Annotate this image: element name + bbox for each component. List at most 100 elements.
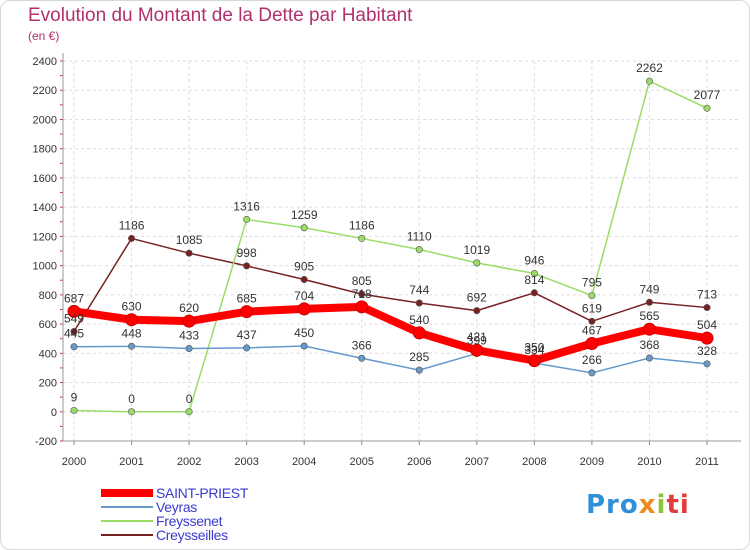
data-label: 749 bbox=[639, 282, 659, 296]
data-point bbox=[588, 317, 596, 325]
data-label: 814 bbox=[524, 273, 544, 287]
data-label: 437 bbox=[237, 328, 257, 342]
data-point bbox=[473, 259, 481, 267]
legend-item-veyras: Veyras bbox=[101, 499, 361, 515]
legend-label: Creysseilles bbox=[156, 527, 228, 543]
data-point bbox=[125, 313, 139, 327]
data-point bbox=[585, 337, 599, 351]
data-point bbox=[703, 104, 711, 112]
data-label: 334 bbox=[524, 343, 544, 357]
data-label: 366 bbox=[352, 338, 372, 352]
data-point bbox=[415, 299, 423, 307]
data-label: 685 bbox=[237, 292, 257, 306]
y-tick-label: 0 bbox=[51, 407, 57, 419]
data-point bbox=[588, 369, 596, 377]
x-tick-label: 2010 bbox=[637, 456, 661, 468]
data-label: 692 bbox=[467, 291, 487, 305]
y-tick-label: 600 bbox=[39, 319, 57, 331]
data-label: 795 bbox=[582, 276, 602, 290]
y-tick-label: -200 bbox=[35, 436, 57, 448]
data-label: 713 bbox=[697, 288, 717, 302]
data-label: 2262 bbox=[636, 61, 663, 75]
series-line-freyssenet bbox=[73, 80, 708, 413]
x-tick-label: 2003 bbox=[234, 456, 258, 468]
data-point bbox=[185, 408, 193, 416]
data-label: 1110 bbox=[407, 230, 432, 244]
data-label: 2077 bbox=[694, 88, 721, 102]
data-point bbox=[412, 326, 426, 340]
data-point bbox=[527, 354, 541, 368]
data-label: 467 bbox=[582, 324, 602, 338]
y-tick-label: 1200 bbox=[33, 231, 57, 243]
y-tick-label: 800 bbox=[39, 290, 57, 302]
legend-label: Veyras bbox=[156, 499, 197, 515]
data-label: 619 bbox=[582, 301, 602, 315]
data-point bbox=[70, 406, 78, 414]
data-label: 504 bbox=[697, 318, 717, 332]
y-tick-label: 1800 bbox=[33, 144, 57, 156]
data-label: 445 bbox=[64, 327, 84, 341]
chart-title: Evolution du Montant de la Dette par Hab… bbox=[28, 5, 413, 26]
data-point bbox=[703, 360, 711, 368]
data-label: 450 bbox=[294, 326, 314, 340]
data-label: 350 bbox=[524, 341, 544, 355]
legend-swatch-creysseilles bbox=[101, 534, 153, 536]
data-point bbox=[128, 234, 136, 242]
data-label: 704 bbox=[294, 289, 314, 303]
data-label: 905 bbox=[294, 260, 314, 274]
x-tick-label: 2007 bbox=[465, 456, 489, 468]
proxiti-logo: Proxiti bbox=[586, 490, 690, 520]
x-tick-label: 2009 bbox=[580, 456, 604, 468]
y-tick-label: 200 bbox=[39, 378, 57, 390]
data-point bbox=[642, 322, 656, 336]
legend-swatch-freyssenet bbox=[101, 520, 153, 522]
data-label: 328 bbox=[697, 344, 717, 358]
data-point bbox=[185, 249, 193, 257]
data-point bbox=[415, 246, 423, 254]
data-point bbox=[70, 328, 78, 336]
chart-unit-label: (en €) bbox=[28, 29, 60, 43]
data-label: 1186 bbox=[119, 218, 145, 232]
x-tick-label: 2002 bbox=[177, 456, 201, 468]
y-tick-label: 1000 bbox=[33, 261, 57, 273]
legend-swatch-veyras bbox=[101, 506, 153, 508]
data-label: 805 bbox=[352, 274, 372, 288]
data-label: 0 bbox=[128, 392, 135, 406]
data-label: 549 bbox=[64, 312, 84, 326]
legend-label: Freyssenet bbox=[156, 513, 223, 529]
data-point bbox=[243, 262, 251, 270]
data-point bbox=[243, 344, 251, 352]
data-point bbox=[358, 290, 366, 298]
series-line-saint-priest bbox=[70, 302, 711, 365]
data-label: 744 bbox=[409, 283, 429, 297]
data-point bbox=[415, 366, 423, 374]
axes: -200020040060080010001200140016001800200… bbox=[33, 53, 741, 468]
data-label: 540 bbox=[409, 313, 429, 327]
data-point bbox=[128, 408, 136, 416]
data-label: 1019 bbox=[463, 243, 490, 257]
series-lines bbox=[67, 77, 714, 416]
data-point bbox=[530, 289, 538, 297]
data-point bbox=[297, 302, 311, 316]
data-label: 1316 bbox=[233, 199, 260, 213]
data-point bbox=[645, 298, 653, 306]
data-label: 565 bbox=[639, 309, 659, 323]
data-point bbox=[470, 343, 484, 357]
data-point bbox=[358, 234, 366, 242]
data-point bbox=[645, 354, 653, 362]
data-point bbox=[588, 292, 596, 300]
data-label: 620 bbox=[179, 301, 199, 315]
data-label: 433 bbox=[179, 328, 199, 342]
y-tick-label: 1600 bbox=[33, 173, 57, 185]
data-label: 1259 bbox=[291, 208, 318, 222]
legend-item-creysseilles: Creysseilles bbox=[101, 527, 361, 543]
data-label: 718 bbox=[352, 287, 372, 301]
x-tick-label: 2005 bbox=[349, 456, 373, 468]
y-tick-label: 2400 bbox=[33, 56, 57, 68]
data-label: 998 bbox=[237, 246, 257, 260]
data-point bbox=[300, 275, 308, 283]
y-tick-label: 1400 bbox=[33, 202, 57, 214]
data-label: 285 bbox=[409, 350, 429, 364]
legend-swatch-saint-priest bbox=[101, 489, 153, 497]
